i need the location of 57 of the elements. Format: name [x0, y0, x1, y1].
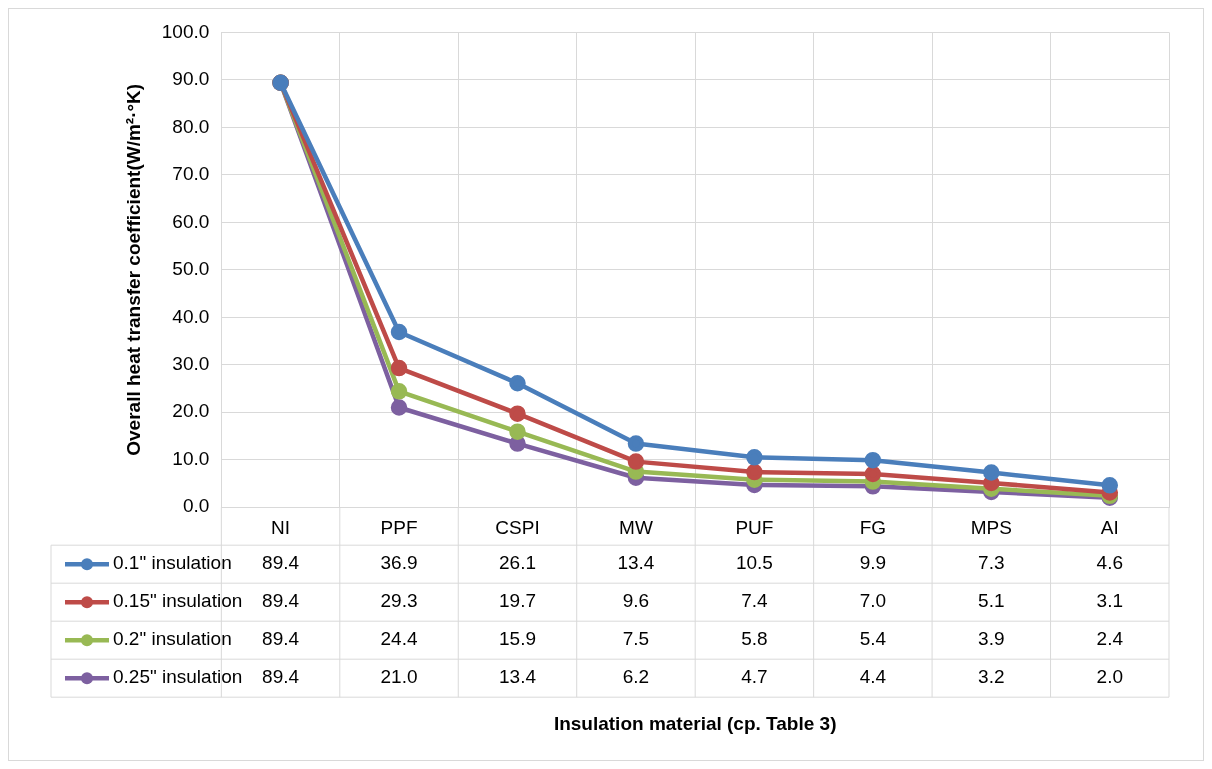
y-tick-label: 80.0: [172, 115, 210, 137]
data-label: 4.4: [859, 666, 887, 688]
data-label: 10.5: [735, 552, 773, 574]
data-label: 26.1: [499, 552, 536, 574]
y-tick-label: 10.0: [172, 447, 210, 469]
data-label: 7.3: [978, 552, 1005, 574]
data-label: 24.4: [380, 628, 418, 650]
y-tick-label: 60.0: [172, 210, 210, 232]
legend-label: 0.1" insulation: [113, 552, 232, 574]
y-tick-label: 20.0: [172, 400, 210, 422]
data-label: 3.1: [1096, 590, 1123, 612]
data-label: 5.8: [741, 628, 768, 650]
legend-label: 0.2" insulation: [113, 628, 232, 650]
y-tick-label: 40.0: [172, 305, 210, 327]
x-tick-label: NI: [271, 516, 291, 538]
data-label: 5.4: [859, 628, 887, 650]
x-tick-label: AI: [1100, 516, 1119, 538]
data-label: 36.9: [380, 552, 418, 574]
data-label: 2.4: [1096, 628, 1124, 650]
text: Insulation material (cp. Table 3): [553, 713, 837, 735]
data-label: 5.1: [978, 590, 1005, 612]
data-label: 89.4: [262, 628, 300, 650]
legend-label: 0.15" insulation: [113, 590, 243, 612]
data-label: 15.9: [499, 628, 536, 650]
data-label: 7.5: [622, 628, 650, 650]
data-label: 2.0: [1096, 666, 1123, 688]
x-tick-label: MPS: [970, 516, 1012, 538]
x-tick-label: CSPI: [495, 516, 540, 538]
data-label: 4.6: [1096, 552, 1123, 574]
data-label: 6.2: [622, 666, 650, 688]
data-label: 21.0: [380, 666, 418, 688]
data-label: 89.4: [262, 552, 300, 574]
x-tick-label: FG: [859, 516, 887, 538]
data-label: 13.4: [617, 552, 655, 574]
y-tick-label: 70.0: [172, 163, 210, 185]
data-label: 4.7: [741, 666, 768, 688]
data-label: 3.9: [978, 628, 1005, 650]
legend-label: 0.25" insulation: [113, 666, 243, 688]
y-tick-label: 100.0: [161, 20, 210, 42]
data-label: 29.3: [380, 590, 418, 612]
data-label: 19.7: [499, 590, 536, 612]
y-tick-label: 0.0: [182, 495, 210, 517]
y-tick-label: 50.0: [172, 258, 210, 280]
data-label: 89.4: [262, 590, 300, 612]
data-label: 9.9: [859, 552, 887, 574]
x-tick-label: PPF: [380, 516, 418, 538]
data-label: 89.4: [262, 666, 300, 688]
y-tick-label: 30.0: [172, 352, 210, 374]
data-label: 3.2: [978, 666, 1005, 688]
y-axis-title: Overall heat transfer coefficient(W/m²·°K): [122, 83, 144, 456]
data-label: 7.0: [859, 590, 887, 612]
data-label: 13.4: [499, 666, 537, 688]
data-label: 7.4: [741, 590, 769, 612]
x-tick-label: PUF: [735, 516, 774, 538]
y-tick-label: 90.0: [172, 68, 210, 90]
x-tick-label: MW: [619, 516, 653, 538]
data-label: 9.6: [622, 590, 650, 612]
